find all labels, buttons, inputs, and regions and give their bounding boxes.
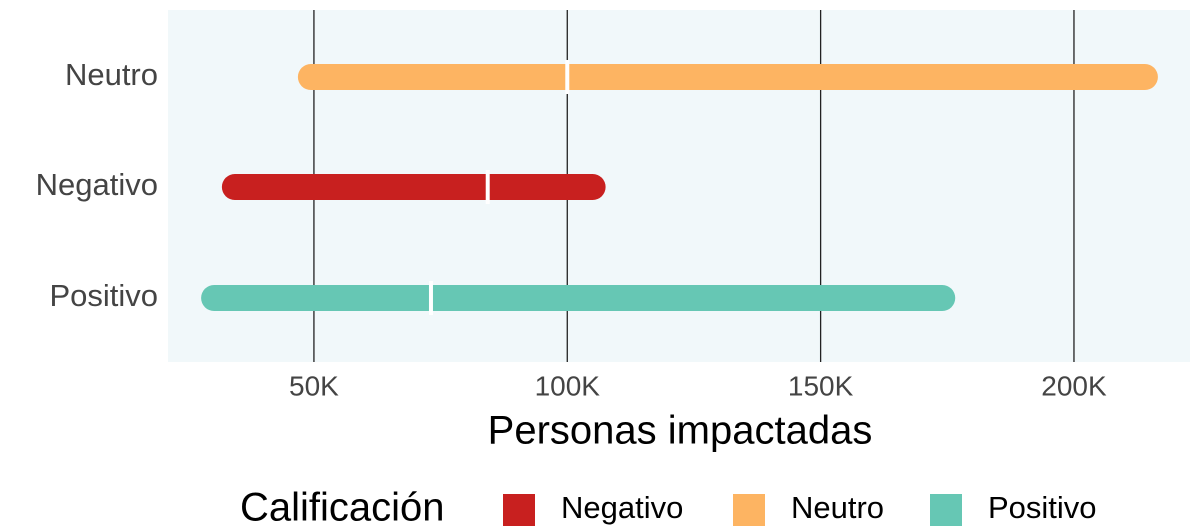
y-tick-label: Negativo [36, 167, 158, 202]
legend-title: Calificación [240, 486, 445, 529]
x-tick-label: 150K [788, 370, 854, 401]
y-tick-label: Positivo [49, 278, 158, 313]
legend-swatch [503, 494, 535, 526]
legend-swatch [930, 494, 962, 526]
x-tick-label: 100K [535, 370, 601, 401]
legend-label: Neutro [791, 490, 884, 525]
legend-swatch [733, 494, 765, 526]
x-axis-title: Personas impactadas [488, 409, 873, 453]
legend-label: Negativo [561, 490, 683, 525]
y-tick-label: Neutro [65, 57, 158, 92]
x-tick-label: 200K [1041, 370, 1107, 401]
x-tick-label: 50K [289, 370, 339, 401]
legend-label: Positivo [988, 490, 1097, 525]
